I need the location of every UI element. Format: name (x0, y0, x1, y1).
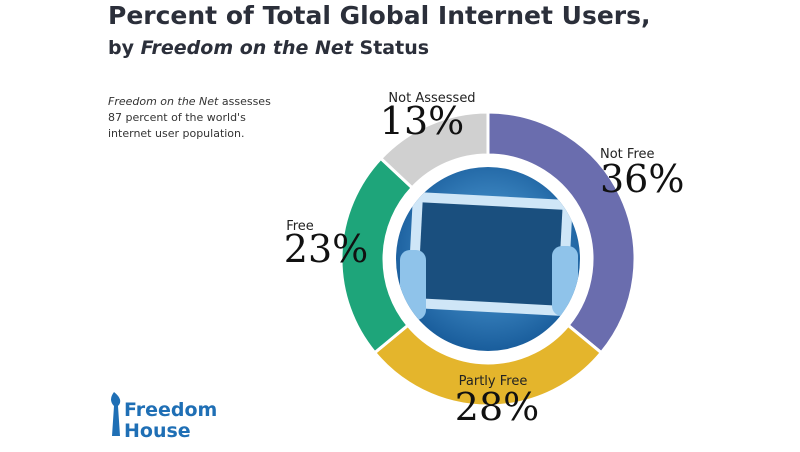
subtitle-part: by (108, 37, 135, 59)
subtitle-part: Status (360, 37, 430, 59)
value-label: 36% (600, 157, 684, 201)
photo (396, 167, 580, 351)
slice-label: Not Assessed (388, 91, 475, 106)
svg-text:Freedom on the Net assesses: Freedom on the Net assesses (108, 95, 271, 108)
logo-text: House (124, 420, 191, 442)
annotation-line: 87 percent of the world's (108, 111, 246, 124)
annotation: Freedom on the Net assesses 87 percent o… (108, 95, 271, 140)
logo-icon (111, 392, 121, 436)
slice-label: Not Free (600, 147, 655, 162)
annotation-part: Freedom on the Net (108, 95, 219, 108)
value-label: 23% (284, 227, 368, 271)
value-label: 13% (380, 99, 464, 143)
chart-title: Percent of Total Global Internet Users, (108, 1, 650, 30)
logo: Freedom House (111, 392, 217, 442)
annotation-part: assesses (222, 95, 271, 108)
donut-slice (378, 110, 490, 190)
slice-label: Free (286, 219, 314, 234)
donut-slice (486, 110, 637, 355)
subtitle: by Freedom on the Net Status (108, 37, 429, 59)
annotation-line: internet user population. (108, 127, 245, 140)
subtitle-part: Freedom on the Net (141, 37, 354, 59)
value-label: 28% (455, 385, 539, 429)
logo-text: Freedom (124, 399, 217, 421)
slice-label: Partly Free (459, 374, 528, 389)
